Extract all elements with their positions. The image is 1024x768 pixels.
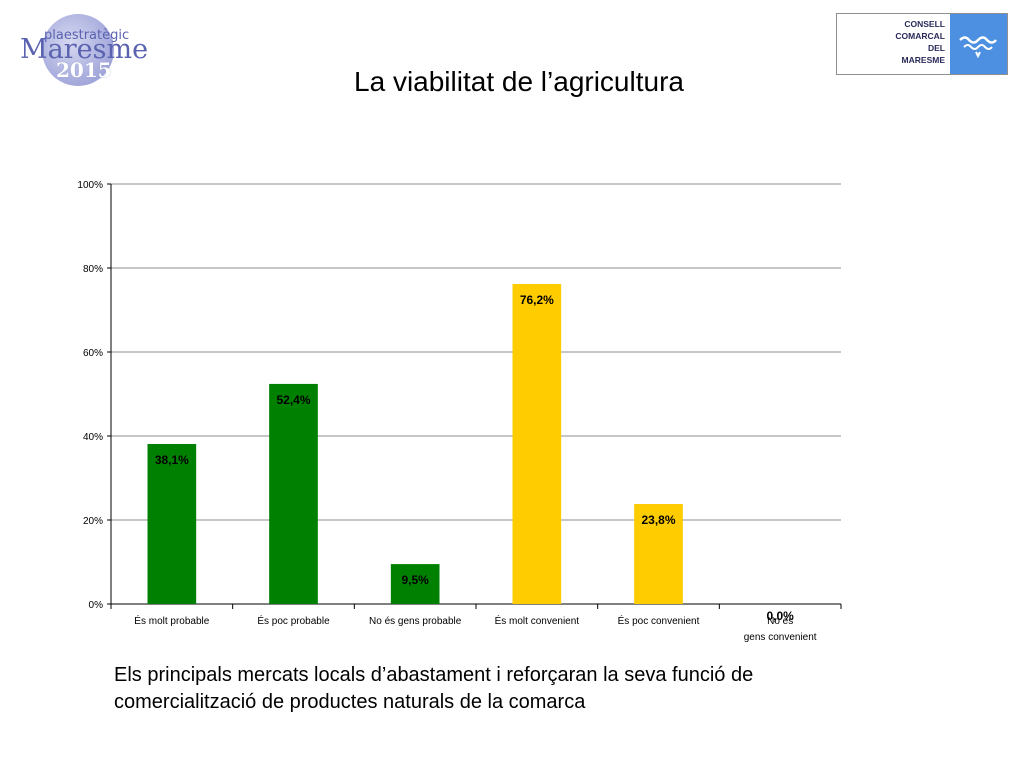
bar [634,504,683,604]
y-tick-label: 100% [77,180,103,191]
logo-emblem [950,14,1007,74]
logo-right-line: CONSELL [904,19,945,29]
logo-right-line: MARESME [901,55,945,65]
data-label: 38,1% [155,453,189,467]
chart-svg: 0% 20% 40% 60% 80% 100% 38,1% És molt probable 5… [77,180,842,643]
logo-small-text: plaestratègic [44,28,130,43]
caption-text: Els principals mercats locals d’abastame… [114,664,754,713]
y-tick-label: 80% [83,264,103,275]
bar [269,383,318,604]
data-label: 9,5% [401,573,429,587]
wave-emblem-icon [959,36,997,59]
logo-big-text: Maresme [20,34,149,65]
data-label: 0,0% [766,609,794,623]
data-label: 23,8% [641,513,675,527]
x-tick-label: És molt convenient [495,614,580,627]
x-tick-label: No és gens convenient [744,616,817,643]
x-tick-label: És poc convenient [618,614,700,627]
consell-comarcal-logo: CONSELL COMARCAL DEL MARESME [836,13,1008,75]
y-tick-label: 0% [89,600,104,611]
logo-right-line: COMARCAL [895,31,945,41]
bar [147,443,197,604]
logo-circle [42,14,114,86]
consell-comarcal-text: CONSELL COMARCAL DEL MARESME [837,18,945,66]
logo-year-text: 2015 [56,58,112,82]
data-label: 52,4% [276,393,310,407]
x-tick-label: És poc probable [257,614,330,627]
logo-right-line: DEL [928,43,945,53]
y-tick-label: 40% [83,432,103,443]
bar [512,283,562,604]
y-tick-label: 20% [83,516,103,527]
bar-chart: 0% 20% 40% 60% 80% 100% 38,1% És molt probable 5… [60,170,860,650]
bar [390,564,440,604]
page-title: La viabilitat de l’agricultura [354,66,684,97]
y-tick-label: 60% [83,348,103,359]
data-label: 76,2% [520,293,554,307]
plaestrategic-logo: plaestratègic Maresme 2015 [18,12,148,88]
x-tick-label: No és gens probable [369,616,462,627]
x-tick-label: És molt probable [134,614,209,627]
